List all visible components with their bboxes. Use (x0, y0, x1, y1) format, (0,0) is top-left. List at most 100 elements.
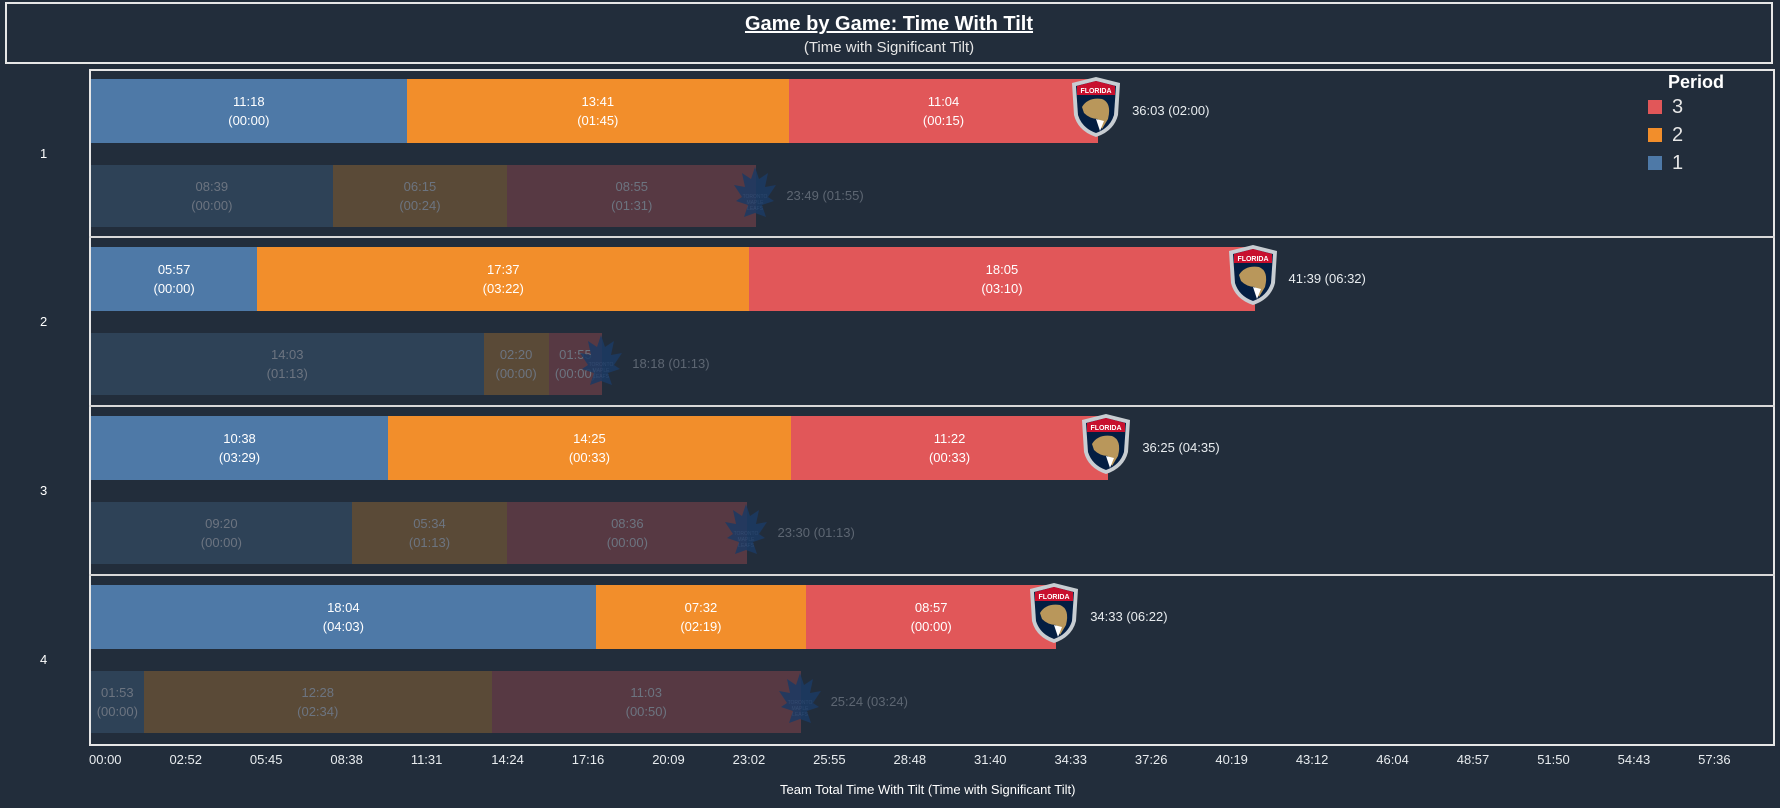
x-tick-label: 17:16 (571, 752, 605, 767)
bar-segment-toronto-period-3[interactable]: 08:55 (01:31) (507, 165, 757, 227)
svg-text:FLORIDA: FLORIDA (1039, 594, 1070, 601)
segment-significant-label: (02:34) (297, 704, 339, 719)
bar-segment-florida-period-1[interactable]: 10:38 (03:29) (91, 416, 389, 480)
svg-text:TORONTO: TORONTO (787, 700, 812, 706)
bar-segment-toronto-period-2[interactable]: 12:28 (02:34) (143, 671, 492, 733)
legend-item-period-1[interactable]: 1 (1640, 149, 1724, 177)
bar-segment-toronto-period-1[interactable]: 08:39 (00:00) (91, 165, 333, 227)
x-tick-label: 51:50 (1537, 752, 1570, 767)
segment-significant-label: (00:00) (200, 535, 242, 550)
svg-text:MAPLE: MAPLE (747, 200, 765, 206)
game-label: 1 (40, 145, 48, 161)
segment-time-label: 01:55 (559, 347, 592, 362)
bar-segment-florida-period-3[interactable]: 11:22 (00:33) (790, 416, 1109, 480)
segment-time-label: 11:18 (233, 94, 265, 109)
florida-panthers-logo-icon: FLORIDA (1026, 581, 1082, 650)
x-tick-label: 46:04 (1376, 752, 1409, 767)
bar-segment-florida-period-3[interactable]: 18:05 (03:10) (749, 247, 1255, 311)
legend-swatch (1648, 100, 1662, 114)
svg-text:TORONTO: TORONTO (743, 194, 768, 200)
legend-title: Period (1668, 72, 1725, 92)
x-tick-label: 37:26 (1134, 752, 1168, 767)
x-axis-title: Team Total Time With Tilt (Time with Sig… (780, 782, 1076, 797)
bar-segment-florida-period-3[interactable]: 08:57 (00:00) (806, 585, 1057, 649)
x-tick-label: 14:24 (491, 752, 524, 767)
segment-time-label: 12:28 (301, 685, 335, 700)
bar-segment-toronto-period-1[interactable]: 09:20 (00:00) (91, 502, 352, 564)
segment-significant-label: (00:00) (910, 619, 952, 634)
total-label-florida: 41:39 (06:32) (1288, 271, 1366, 286)
segment-time-label: 13:41 (581, 94, 615, 109)
segment-significant-label: (02:19) (680, 619, 722, 634)
svg-text:LEAFS: LEAFS (593, 374, 610, 380)
segment-significant-label: (03:29) (218, 450, 261, 465)
total-label-florida: 36:03 (02:00) (1132, 103, 1210, 118)
segment-significant-label: (01:13) (266, 366, 308, 381)
segment-significant-label: (00:50) (625, 704, 667, 719)
svg-text:LEAFS: LEAFS (792, 712, 809, 718)
segment-time-label: 05:34 (413, 516, 446, 531)
segment-time-label: 14:25 (573, 431, 606, 446)
chart-subtitle: (Time with Significant Tilt) (803, 39, 975, 56)
game-separator (89, 405, 1775, 407)
bar-segment-toronto-period-1[interactable]: 01:53 (00:00) (91, 671, 144, 733)
toronto-maple-leafs-logo-icon: TORONTO MAPLE LEAFS (723, 502, 769, 569)
game-label: 4 (40, 651, 48, 667)
x-tick-label: 25:55 (813, 752, 846, 767)
svg-text:TORONTO: TORONTO (734, 531, 759, 537)
legend-label: 2 (1672, 123, 1684, 146)
segment-time-label: 08:39 (195, 179, 229, 194)
x-tick-label: 57:36 (1698, 752, 1731, 767)
segment-significant-label: (03:10) (981, 281, 1023, 296)
game-separator (89, 574, 1775, 576)
bar-segment-florida-period-2[interactable]: 13:41 (01:45) (406, 79, 789, 143)
bar-segment-florida-period-1[interactable]: 11:18 (00:00) (91, 79, 407, 143)
bar-segment-toronto-period-2[interactable]: 05:34 (01:13) (351, 502, 508, 564)
x-tick-label: 05:45 (249, 752, 283, 767)
segment-time-label: 18:04 (327, 600, 360, 615)
segment-time-label: 10:38 (223, 431, 256, 446)
segment-time-label: 14:03 (270, 347, 304, 362)
segment-significant-label: (00:00) (606, 535, 648, 550)
svg-text:MAPLE: MAPLE (593, 368, 611, 374)
segment-significant-label: (00:33) (568, 450, 611, 465)
segment-time-label: 18:05 (985, 262, 1019, 277)
bar-segment-toronto-period-2[interactable]: 02:20 (00:00) (483, 333, 549, 395)
bar-segment-toronto-period-2[interactable]: 06:15 (00:24) (332, 165, 508, 227)
toronto-maple-leafs-logo-icon: TORONTO MAPLE LEAFS (777, 671, 823, 738)
svg-text:MAPLE: MAPLE (738, 537, 756, 543)
title-box: Game by Game: Time With Tilt (Time with … (5, 2, 1773, 64)
x-tick-label: 54:43 (1617, 752, 1651, 767)
bar-segment-florida-period-2[interactable]: 14:25 (00:33) (388, 416, 791, 480)
bar-segment-toronto-period-3[interactable]: 08:36 (00:00) (507, 502, 748, 564)
svg-text:FLORIDA: FLORIDA (1237, 256, 1268, 263)
bar-segment-florida-period-1[interactable]: 18:04 (04:03) (91, 585, 596, 649)
bar-segment-florida-period-3[interactable]: 11:04 (00:15) (788, 79, 1099, 143)
x-tick-label: 48:57 (1456, 752, 1490, 767)
legend[interactable]: Period 3 2 1 (1640, 72, 1724, 177)
segment-time-label: 06:15 (403, 179, 437, 194)
x-tick-label: 31:40 (974, 752, 1007, 767)
segment-significant-label: (03:22) (482, 281, 524, 296)
bar-segment-toronto-period-1[interactable]: 14:03 (01:13) (91, 333, 484, 395)
total-label-florida: 36:25 (04:35) (1142, 440, 1220, 455)
segment-time-label: 08:55 (615, 179, 649, 194)
toronto-maple-leafs-logo-icon: TORONTO MAPLE LEAFS (578, 333, 624, 400)
game-label: 2 (40, 313, 48, 329)
segment-time-label: 11:04 (927, 94, 960, 109)
bar-segment-toronto-period-3[interactable]: 11:03 (00:50) (491, 671, 801, 733)
total-label-toronto: 18:18 (01:13) (632, 356, 710, 371)
legend-item-period-2[interactable]: 2 (1640, 121, 1724, 149)
florida-panthers-logo-icon: FLORIDA (1068, 75, 1124, 144)
segment-time-label: 11:03 (630, 685, 662, 700)
bar-segment-florida-period-2[interactable]: 17:37 (03:22) (257, 247, 750, 311)
svg-text:FLORIDA: FLORIDA (1091, 425, 1122, 432)
bar-segment-florida-period-2[interactable]: 07:32 (02:19) (595, 585, 807, 649)
segment-time-label: 01:53 (101, 685, 134, 700)
bar-segment-florida-period-1[interactable]: 05:57 (00:00) (91, 247, 258, 311)
legend-label: 3 (1672, 95, 1684, 118)
segment-time-label: 17:37 (487, 262, 520, 277)
legend-item-period-3[interactable]: 3 (1640, 93, 1724, 121)
segment-significant-label: (01:31) (611, 198, 653, 213)
game-separator (89, 236, 1775, 238)
